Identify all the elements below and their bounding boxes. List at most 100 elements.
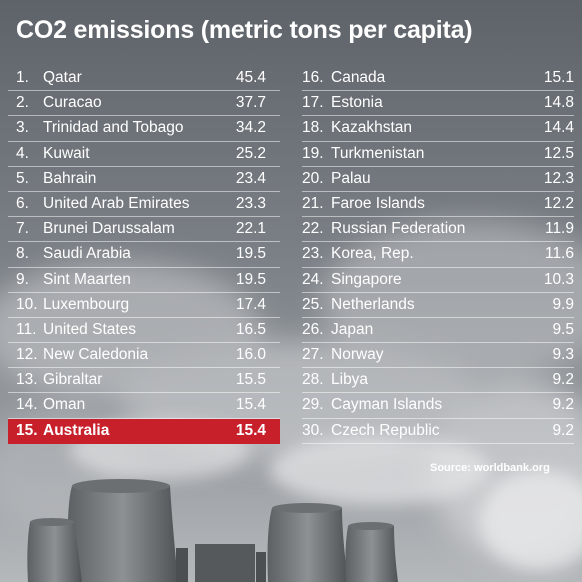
country-name: Cayman Islands bbox=[331, 396, 443, 414]
country-name: Palau bbox=[331, 169, 371, 187]
table-row: 12. New Caledonia 16.0 bbox=[8, 343, 280, 369]
emission-value: 25.2 bbox=[235, 144, 266, 162]
emission-value: 45.4 bbox=[235, 69, 266, 86]
emission-value: 11.6 bbox=[544, 245, 574, 263]
country-name: Oman bbox=[43, 396, 86, 414]
country-name: Japan bbox=[331, 320, 374, 338]
rank-label: 2. bbox=[16, 94, 29, 112]
country-name: Singapore bbox=[331, 270, 402, 288]
emission-value: 16.5 bbox=[235, 320, 266, 338]
rank-label: 20. bbox=[302, 169, 324, 187]
country-name: Gibraltar bbox=[43, 371, 103, 389]
rank-label: 29. bbox=[302, 396, 324, 414]
country-name: Australia bbox=[43, 421, 110, 439]
chart-title: CO2 emissions (metric tons per capita) bbox=[16, 16, 473, 44]
emission-value: 9.9 bbox=[552, 295, 574, 313]
rank-label: 17. bbox=[302, 94, 324, 112]
rank-label: 28. bbox=[302, 371, 324, 389]
table-row: 23. Korea, Rep. 11.6 bbox=[302, 242, 574, 268]
table-row: 6. United Arab Emirates 23.3 bbox=[8, 192, 280, 218]
country-name: Brunei Darussalam bbox=[43, 220, 175, 238]
rank-label: 12. bbox=[16, 346, 38, 364]
rank-label: 21. bbox=[302, 194, 324, 212]
rank-label: 5. bbox=[16, 169, 29, 187]
emission-value: 17.4 bbox=[235, 295, 266, 313]
rank-label: 4. bbox=[16, 144, 29, 162]
table-row: 19. Turkmenistan 12.5 bbox=[302, 142, 574, 167]
table-row: 14. Oman 15.4 bbox=[8, 393, 280, 419]
table-row: 30. Czech Republic 9.2 bbox=[302, 419, 574, 444]
table-row: 20. Palau 12.3 bbox=[302, 167, 574, 192]
emission-value: 15.1 bbox=[543, 69, 574, 86]
emission-value: 19.5 bbox=[235, 245, 266, 263]
emission-value: 14.4 bbox=[543, 119, 574, 137]
table-row: 18. Kazakhstan 14.4 bbox=[302, 116, 574, 142]
emission-value: 34.2 bbox=[235, 119, 266, 137]
rank-label: 30. bbox=[302, 421, 324, 439]
rank-label: 3. bbox=[16, 119, 29, 137]
country-name: Luxembourg bbox=[43, 295, 130, 313]
table-row: 25. Netherlands 9.9 bbox=[302, 293, 574, 318]
country-name: Russian Federation bbox=[331, 220, 466, 238]
emission-value: 9.2 bbox=[552, 396, 574, 414]
country-name: Kazakhstan bbox=[331, 119, 412, 137]
country-name: Saudi Arabia bbox=[43, 245, 131, 263]
rank-label: 1. bbox=[16, 69, 29, 86]
rank-label: 11. bbox=[16, 320, 37, 338]
rank-label: 22. bbox=[302, 220, 324, 238]
country-name: Trinidad and Tobago bbox=[43, 119, 184, 137]
table-row: 26. Japan 9.5 bbox=[302, 318, 574, 344]
rank-label: 23. bbox=[302, 245, 324, 263]
country-name: Korea, Rep. bbox=[331, 245, 414, 263]
ranking-column-left: 1. Qatar 45.4 2. Curacao 37.7 3. Trinidad and T… bbox=[8, 66, 280, 444]
country-name: Bahrain bbox=[43, 169, 97, 187]
rank-label: 19. bbox=[302, 144, 324, 162]
country-name: New Caledonia bbox=[43, 346, 149, 364]
table-row: 10. Luxembourg 17.4 bbox=[8, 293, 280, 318]
emission-value: 9.2 bbox=[552, 421, 574, 439]
emission-value: 19.5 bbox=[235, 270, 266, 288]
ranking-column-right: 16. Canada 15.1 17. Estonia 14.8 18. Kazakhstan… bbox=[302, 66, 574, 444]
table-row: 24. Singapore 10.3 bbox=[302, 268, 574, 293]
rank-label: 27. bbox=[302, 346, 324, 364]
country-name: Norway bbox=[331, 346, 384, 364]
country-name: Estonia bbox=[331, 94, 383, 112]
rank-label: 7. bbox=[16, 220, 29, 238]
rank-label: 26. bbox=[302, 320, 324, 338]
emission-value: 9.5 bbox=[552, 320, 574, 338]
emission-value: 22.1 bbox=[235, 220, 266, 238]
highlighted-table-row: 15. Australia 15.4 bbox=[8, 418, 280, 444]
rank-label: 25. bbox=[302, 295, 324, 313]
table-row: 9. Sint Maarten 19.5 bbox=[8, 268, 280, 293]
emission-value: 12.5 bbox=[543, 144, 574, 162]
source-credit: Source: worldbank.org bbox=[430, 462, 550, 474]
country-name: Faroe Islands bbox=[331, 194, 425, 212]
emission-value: 16.0 bbox=[235, 346, 266, 364]
country-name: United Arab Emirates bbox=[43, 194, 190, 212]
table-row: 28. Libya 9.2 bbox=[302, 368, 574, 394]
table-row: 2. Curacao 37.7 bbox=[8, 91, 280, 117]
country-name: Netherlands bbox=[331, 295, 415, 313]
table-row: 17. Estonia 14.8 bbox=[302, 91, 574, 117]
table-row: 11. United States 16.5 bbox=[8, 318, 280, 344]
emission-value: 12.2 bbox=[543, 194, 574, 212]
table-row: 5. Bahrain 23.4 bbox=[8, 167, 280, 192]
country-name: Sint Maarten bbox=[43, 270, 131, 288]
table-row: 13. Gibraltar 15.5 bbox=[8, 368, 280, 394]
emission-value: 23.4 bbox=[235, 169, 266, 187]
table-row: 3. Trinidad and Tobago 34.2 bbox=[8, 116, 280, 142]
rank-label: 9. bbox=[16, 270, 29, 288]
rank-label: 24. bbox=[302, 270, 324, 288]
country-name: Turkmenistan bbox=[331, 144, 425, 162]
rank-label: 8. bbox=[16, 245, 29, 263]
country-name: Curacao bbox=[43, 94, 102, 112]
country-name: Canada bbox=[331, 69, 386, 86]
country-name: Libya bbox=[331, 371, 369, 389]
table-row: 1. Qatar 45.4 bbox=[8, 66, 280, 92]
country-name: Qatar bbox=[43, 69, 82, 86]
emission-value: 23.3 bbox=[235, 194, 266, 212]
rank-label: 14. bbox=[16, 396, 38, 414]
emission-value: 11.9 bbox=[544, 220, 574, 238]
table-row: 27. Norway 9.3 bbox=[302, 343, 574, 369]
table-row: 16. Canada 15.1 bbox=[302, 66, 574, 92]
